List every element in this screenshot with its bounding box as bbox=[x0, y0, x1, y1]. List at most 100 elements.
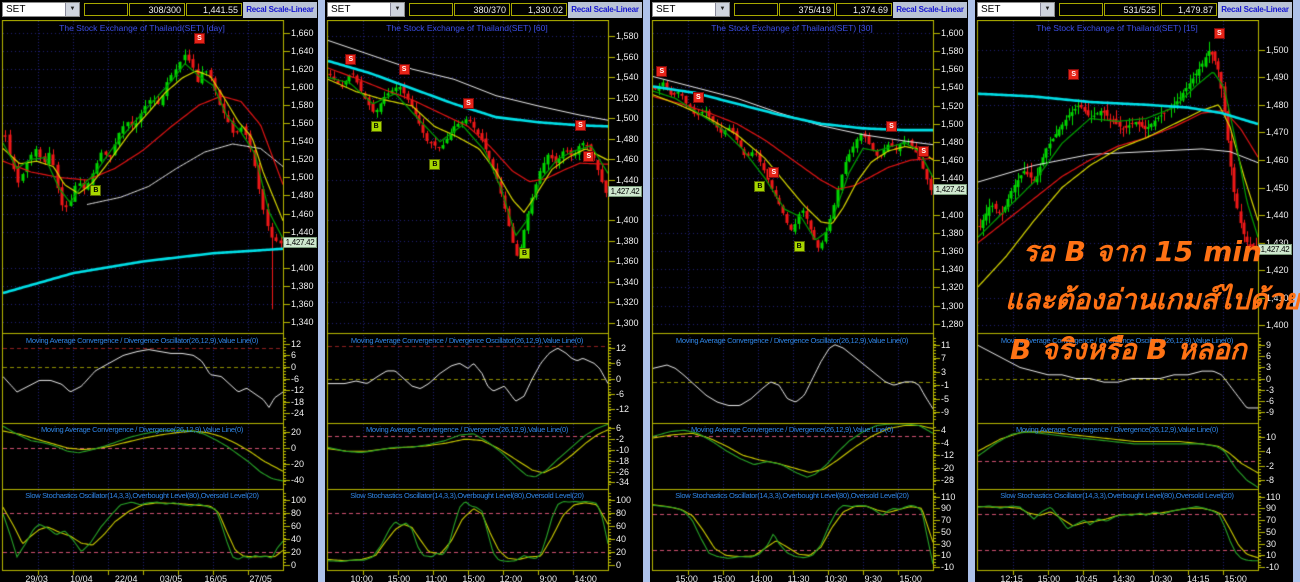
bars-count-field: 375/419 bbox=[779, 3, 835, 16]
axis-tick-label: 80 bbox=[616, 507, 627, 518]
chevron-down-icon[interactable]: ▼ bbox=[65, 3, 79, 16]
time-axis-label: 12:15 bbox=[1000, 574, 1023, 582]
last-price-tag: 1,427.42 bbox=[283, 236, 317, 248]
axis-tick-label: 10 bbox=[1266, 431, 1277, 442]
chart-title: The Stock Exchange of Thailand(SET) [day… bbox=[59, 23, 225, 33]
symbol-dropdown[interactable]: SET ▼ bbox=[2, 2, 80, 17]
price-chart-canvas[interactable] bbox=[975, 20, 1293, 582]
macd-title: Moving Average Convergence / Divergence(… bbox=[1015, 425, 1219, 434]
last-value-field: 1,441.55 bbox=[186, 3, 242, 16]
axis-tick-label: 1,440 bbox=[291, 226, 314, 237]
axis-tick-label: 6 bbox=[1266, 351, 1272, 362]
sell-signal-marker: S bbox=[886, 120, 897, 132]
axis-tick-label: 1,560 bbox=[291, 118, 314, 129]
bars-count-field: 380/370 bbox=[454, 3, 510, 16]
axis-tick-label: 1,480 bbox=[941, 136, 964, 147]
time-axis-label: 29/03 bbox=[25, 574, 48, 582]
sell-signal-marker: S bbox=[656, 66, 668, 78]
axis-tick-label: 90 bbox=[941, 503, 952, 514]
recal-scale-button[interactable]: Recal Scale-Linear bbox=[568, 2, 642, 18]
note-line-1: รอ B จาก 15 min bbox=[1023, 235, 1262, 268]
axis-tick-label: 0 bbox=[1266, 373, 1272, 384]
axis-tick-label: -34 bbox=[616, 477, 630, 488]
axis-tick-label: 1,520 bbox=[941, 100, 964, 111]
axis-tick-label: 1,440 bbox=[616, 174, 639, 185]
axis-tick-label: -8 bbox=[1266, 475, 1275, 486]
axis-tick-label: 1,560 bbox=[941, 64, 964, 75]
axis-tick-label: 1,600 bbox=[941, 27, 964, 38]
sell-signal-marker: S bbox=[194, 33, 205, 45]
macd-title: Moving Average Convergence / Divergence(… bbox=[365, 425, 569, 434]
axis-tick-label: 1,540 bbox=[941, 82, 964, 93]
axis-tick-label: -12 bbox=[291, 385, 305, 396]
time-axis-label: 12:00 bbox=[499, 574, 523, 582]
note-line-3: B จริงหรือ B หลอก bbox=[1010, 333, 1247, 366]
axis-tick-label: 1,280 bbox=[941, 318, 964, 329]
axis-tick-label: 1,340 bbox=[616, 276, 639, 287]
axis-tick-label: -28 bbox=[941, 475, 955, 486]
recal-scale-button[interactable]: Recal Scale-Linear bbox=[1218, 2, 1292, 18]
axis-tick-label: 1,460 bbox=[1266, 154, 1289, 165]
axis-tick-label: 20 bbox=[616, 546, 627, 557]
recal-scale-button[interactable]: Recal Scale-Linear bbox=[243, 2, 317, 18]
note-line-2: และต้องอ่านเกมส์ไปด้วยว่า bbox=[1005, 283, 1300, 316]
chevron-down-icon[interactable]: ▼ bbox=[390, 3, 404, 16]
buy-signal-marker: B bbox=[754, 180, 766, 192]
axis-tick-label: 3 bbox=[941, 366, 947, 377]
axis-tick-label: 1,580 bbox=[941, 46, 964, 57]
macd-oscillator-title: Moving Average Convergence / Divergence … bbox=[350, 336, 584, 345]
buy-signal-marker: B bbox=[370, 121, 382, 133]
axis-tick-label: 1,460 bbox=[941, 155, 964, 166]
last-value-field: 1,374.69 bbox=[836, 3, 892, 16]
axis-tick-label: 1,380 bbox=[941, 227, 964, 238]
symbol-dropdown[interactable]: SET ▼ bbox=[652, 2, 730, 17]
axis-tick-label: 11 bbox=[941, 339, 951, 350]
axis-tick-label: -2 bbox=[616, 434, 625, 445]
panel-separator bbox=[318, 0, 325, 582]
panel-separator bbox=[643, 0, 650, 582]
axis-tick-label: -6 bbox=[616, 388, 625, 399]
toolbar-empty-field bbox=[734, 3, 778, 16]
chevron-down-icon[interactable]: ▼ bbox=[1040, 3, 1054, 16]
symbol-dropdown[interactable]: SET ▼ bbox=[977, 2, 1055, 17]
time-axis-label: 10:45 bbox=[1075, 574, 1098, 582]
price-chart-canvas[interactable] bbox=[650, 20, 968, 582]
axis-tick-label: 0 bbox=[291, 361, 297, 372]
time-axis-label: 03/05 bbox=[159, 574, 183, 582]
axis-tick-label: 1,320 bbox=[616, 297, 639, 308]
axis-tick-label: 1,420 bbox=[1266, 265, 1289, 276]
recal-scale-button[interactable]: Recal Scale-Linear bbox=[893, 2, 967, 18]
axis-tick-label: 9 bbox=[1266, 340, 1272, 351]
axis-tick-label: 1,360 bbox=[941, 246, 964, 257]
time-axis-label: 15:00 bbox=[712, 574, 736, 582]
time-axis-label: 11:30 bbox=[787, 574, 810, 582]
bars-count-field: 531/525 bbox=[1104, 3, 1160, 16]
axis-tick-label: -26 bbox=[616, 466, 630, 477]
stochastics-title: Slow Stochastics Oscillator(14,3,3),Over… bbox=[25, 491, 259, 500]
chart-title: The Stock Exchange of Thailand(SET) [60] bbox=[386, 23, 548, 33]
axis-tick-label: 110 bbox=[1266, 491, 1281, 502]
last-price-tag: 1,427.42 bbox=[1258, 243, 1292, 255]
symbol-dropdown[interactable]: SET ▼ bbox=[327, 2, 405, 17]
axis-tick-label: 0 bbox=[616, 559, 622, 570]
price-chart-canvas[interactable] bbox=[325, 20, 643, 582]
axis-tick-label: 1,440 bbox=[941, 173, 964, 184]
macd-oscillator-title: Moving Average Convergence / Divergence … bbox=[675, 336, 909, 345]
macd-oscillator-title: Moving Average Convergence / Divergence … bbox=[1000, 336, 1234, 345]
axis-tick-label: -10 bbox=[941, 562, 955, 573]
axis-tick-label: 1,500 bbox=[616, 113, 639, 124]
axis-tick-label: 1,480 bbox=[291, 190, 314, 201]
axis-tick-label: 100 bbox=[616, 494, 632, 505]
axis-tick-label: 12 bbox=[291, 338, 302, 349]
axis-tick-label: -3 bbox=[1266, 384, 1275, 395]
price-chart-canvas[interactable] bbox=[0, 20, 318, 582]
axis-tick-label: 1,640 bbox=[291, 45, 314, 56]
axis-tick-label: 70 bbox=[1266, 515, 1277, 526]
axis-tick-label: 1,460 bbox=[291, 208, 314, 219]
chevron-down-icon[interactable]: ▼ bbox=[715, 3, 729, 16]
axis-tick-label: 1,500 bbox=[1266, 44, 1289, 55]
axis-tick-label: 1,580 bbox=[291, 100, 314, 111]
axis-tick-label: 1,660 bbox=[291, 27, 314, 38]
sell-signal-marker: S bbox=[463, 97, 474, 109]
